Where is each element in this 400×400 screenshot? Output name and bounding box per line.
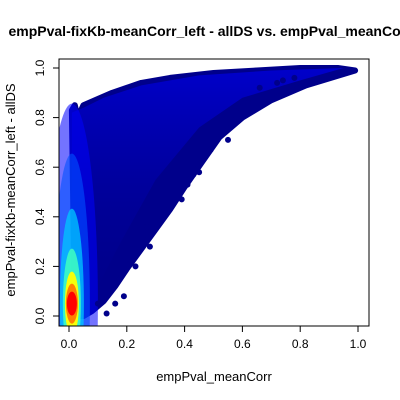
data-point-8 <box>172 194 179 200</box>
data-point-1 <box>256 84 263 91</box>
x-axis-label: empPval_meanCorr <box>156 369 272 384</box>
data-point-2 <box>236 104 243 111</box>
data-point-14 <box>120 293 127 300</box>
density-band-7 <box>66 291 77 316</box>
data-point-7 <box>184 181 191 188</box>
data-point-12 <box>132 263 139 270</box>
data-point-22 <box>230 117 237 124</box>
data-point-19 <box>279 77 286 84</box>
data-point-6 <box>196 169 203 176</box>
data-point-3 <box>245 99 252 106</box>
y-tick-label-4: 0.6 <box>33 159 47 176</box>
y-tick-label-6: 1.0 <box>33 59 47 76</box>
data-point-17 <box>94 300 101 307</box>
chart-title: empPval-fixKb-meanCorr_left - allDS vs. … <box>8 23 400 39</box>
data-point-24 <box>178 196 185 203</box>
data-point-20 <box>291 74 298 81</box>
data-point-15 <box>112 300 119 307</box>
y-tick-label-3: 0.4 <box>33 208 47 225</box>
x-tick-label-1: 0.0 <box>61 337 78 351</box>
data-point-10 <box>146 243 153 250</box>
y-tick-label-2: 0.2 <box>33 258 47 275</box>
x-tick-label-3: 0.4 <box>176 337 193 351</box>
data-point-13 <box>129 246 136 252</box>
data-point-16 <box>103 310 110 317</box>
x-tick-label-4: 0.6 <box>234 337 251 351</box>
y-tick-label-1: 0.0 <box>33 307 47 324</box>
plot-area <box>59 65 359 326</box>
point-cloud-highlight <box>71 68 344 316</box>
axes: 0.0 0.2 0.4 0.6 0.8 1.0 0.0 0.2 0.4 0.6 0.8 1.0 <box>33 59 366 351</box>
data-point-9 <box>161 206 168 213</box>
x-tick-label-2: 0.2 <box>118 337 135 351</box>
y-axis-label: empPval-fixKb-meanCorr_left - allDS <box>3 83 18 296</box>
x-tick-label-5: 0.8 <box>292 337 309 351</box>
y-tick-label-5: 0.8 <box>33 109 47 126</box>
data-point-21 <box>225 136 231 143</box>
data-point-18 <box>274 79 281 86</box>
data-point-5 <box>207 146 214 153</box>
data-point-23 <box>190 171 197 178</box>
data-point-4 <box>219 129 226 136</box>
data-point-11 <box>144 223 150 230</box>
x-tick-label-6: 1.0 <box>350 337 367 351</box>
